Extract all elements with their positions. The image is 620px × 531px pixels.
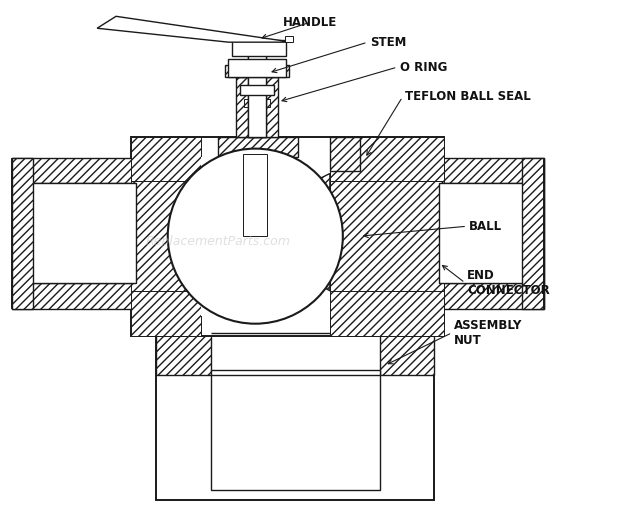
Bar <box>285 36 293 42</box>
Bar <box>440 183 544 283</box>
Bar <box>218 136 298 157</box>
Polygon shape <box>97 16 292 42</box>
Bar <box>226 65 289 77</box>
Text: ASSEMBLY
NUT: ASSEMBLY NUT <box>454 319 523 347</box>
Bar <box>330 182 445 291</box>
Text: BALL: BALL <box>469 220 502 233</box>
Bar <box>211 371 379 490</box>
Bar <box>379 332 435 375</box>
Bar <box>330 291 445 336</box>
Bar <box>236 167 280 189</box>
Bar <box>244 99 270 107</box>
Bar <box>12 183 136 283</box>
Bar <box>244 153 267 236</box>
Bar <box>236 77 278 136</box>
Bar <box>131 136 445 336</box>
Text: ReplacementParts.com: ReplacementParts.com <box>146 235 291 247</box>
Circle shape <box>168 149 343 324</box>
Bar <box>131 182 201 291</box>
Text: O RING: O RING <box>399 61 447 74</box>
Bar <box>249 52 266 136</box>
Bar <box>522 158 544 309</box>
Bar <box>330 136 445 182</box>
Bar <box>156 332 211 375</box>
Bar <box>330 136 360 172</box>
Polygon shape <box>310 174 330 291</box>
Text: STEM: STEM <box>370 36 406 49</box>
Bar <box>12 158 136 183</box>
Bar <box>156 332 435 500</box>
Bar <box>440 158 544 183</box>
Text: TEFLON BALL SEAL: TEFLON BALL SEAL <box>404 90 530 104</box>
Bar <box>228 59 286 77</box>
Bar <box>249 52 266 136</box>
Bar <box>12 158 33 309</box>
Bar <box>232 40 286 56</box>
Bar <box>241 157 274 167</box>
Bar <box>244 167 270 189</box>
Text: END
CONNECTOR: END CONNECTOR <box>467 269 550 297</box>
Bar <box>440 283 544 309</box>
Bar <box>131 291 201 336</box>
Polygon shape <box>201 183 216 283</box>
Bar <box>201 157 310 316</box>
Bar <box>228 155 288 168</box>
Bar <box>131 136 201 182</box>
Bar <box>12 283 136 309</box>
Bar <box>241 85 274 95</box>
Text: HANDLE: HANDLE <box>283 16 337 29</box>
